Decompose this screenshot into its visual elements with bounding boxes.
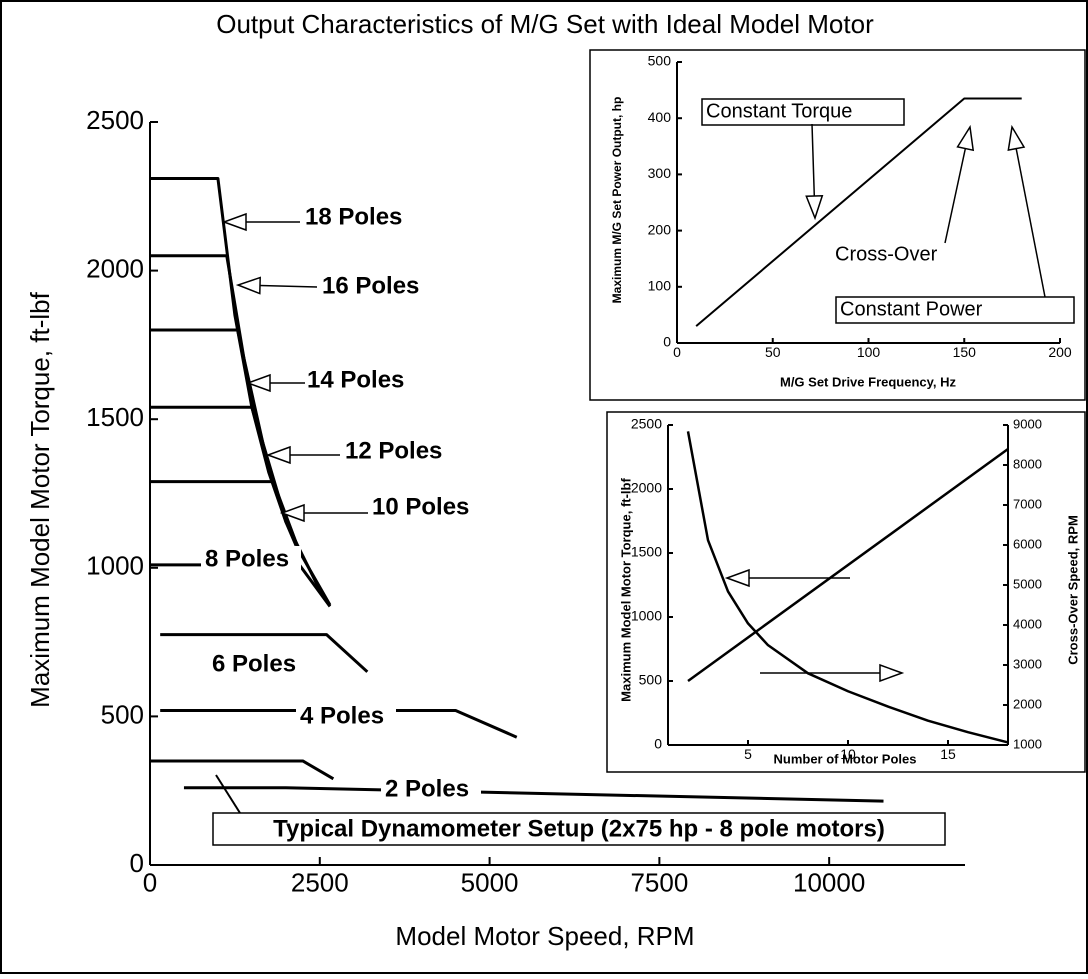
y-tick-label: 1000	[631, 608, 662, 624]
data-line	[695, 97, 1022, 327]
series-label: 18 Poles	[305, 203, 402, 230]
chart-title: Output Characteristics of M/G Set with I…	[216, 9, 874, 39]
annotation-box	[212, 812, 946, 846]
y-tick-label: 300	[648, 165, 672, 181]
annotation-arrow	[944, 148, 967, 244]
label-arrow-head	[265, 445, 291, 465]
annotation-arrow-head	[805, 194, 824, 221]
y2-tick-label: 3000	[1013, 656, 1042, 671]
label-bg	[208, 651, 308, 679]
x-tick-label: 0	[143, 867, 157, 897]
y-tick-label: 0	[663, 334, 671, 350]
y2-tick-label: 9000	[1013, 416, 1042, 431]
series-label: 12 Poles	[345, 437, 442, 464]
x-tick-label: 0	[673, 344, 681, 360]
x-tick-label: 50	[765, 344, 781, 360]
y-tick-label: 1000	[86, 551, 144, 581]
x-tick-label: 7500	[630, 867, 688, 897]
y2-tick-label: 8000	[1013, 456, 1042, 471]
data-line	[687, 447, 1009, 683]
series-label: 10 Poles	[372, 493, 469, 520]
y-tick-label: 0	[130, 848, 144, 878]
data-line	[150, 480, 332, 606]
x-tick-label: 15	[940, 746, 956, 762]
x-tick-label: 100	[857, 344, 881, 360]
x-tick-label: 5000	[461, 867, 519, 897]
x-tick-label: 10	[840, 746, 856, 762]
label-arrow-head	[221, 212, 247, 232]
x-tick-label: 5	[744, 746, 752, 762]
label-arrow-head	[245, 373, 271, 393]
annotation-arrow-head	[1007, 124, 1026, 152]
annotation-box	[835, 296, 1075, 324]
x-tick-label: 150	[953, 344, 977, 360]
x-axis-label: Number of Motor Poles	[773, 751, 916, 766]
annotation: Typical Dynamometer Setup (2x75 hp - 8 p…	[273, 815, 885, 842]
series-label: 4 Poles	[300, 702, 384, 729]
y-tick-label: 200	[648, 221, 672, 237]
series-label: 14 Poles	[307, 366, 404, 393]
y-axis-label: Maximum Model Motor Torque, ft-lbf	[25, 291, 55, 707]
y-tick-label: 2000	[86, 253, 144, 283]
y-tick-label: 1500	[631, 544, 662, 560]
y2-tick-label: 5000	[1013, 576, 1042, 591]
y-tick-label: 100	[648, 278, 672, 294]
series-label: 2 Poles	[385, 775, 469, 802]
annotation-arrow	[1015, 148, 1046, 298]
label-bg	[201, 546, 301, 574]
y2-tick-label: 2000	[1013, 696, 1042, 711]
x-tick-label: 200	[1048, 344, 1072, 360]
label-bg	[381, 776, 481, 804]
y-tick-label: 1500	[86, 402, 144, 432]
series-label: 8 Poles	[205, 545, 289, 572]
x-axis-label: M/G Set Drive Frequency, Hz	[780, 374, 957, 389]
y2-tick-label: 1000	[1013, 736, 1042, 751]
data-line	[183, 786, 884, 803]
y-tick-label: 500	[101, 699, 144, 729]
inset-panel	[606, 411, 1086, 773]
y-tick-label: 2500	[631, 416, 662, 432]
annotation-arrow	[215, 774, 241, 814]
y2-tick-label: 6000	[1013, 536, 1042, 551]
series-label: 16 Poles	[322, 272, 419, 299]
y-axis-label: Maximum M/G Set Power Output, hp	[610, 97, 624, 304]
x-tick-label: 10000	[793, 867, 865, 897]
y-tick-label: 2000	[631, 480, 662, 496]
axis-arrow-head	[879, 663, 905, 683]
series-label: 6 Poles	[212, 650, 296, 677]
y-tick-label: 500	[639, 672, 663, 688]
y-tick-label: 400	[648, 109, 672, 125]
annotation: Constant Torque	[706, 100, 852, 122]
data-line	[160, 633, 369, 673]
label-arrow-head	[279, 503, 305, 523]
label-bg	[296, 703, 396, 731]
label-arrow-head	[235, 276, 261, 295]
annotation-arrow	[811, 123, 816, 197]
y-axis-label: Maximum Model Motor Torque, ft-lbf	[618, 478, 633, 702]
x-tick-label: 2500	[291, 867, 349, 897]
annotation: Constant Power	[840, 298, 983, 320]
y-tick-label: 500	[648, 53, 672, 69]
annotation: Cross-Over	[835, 243, 938, 265]
data-line	[150, 759, 335, 781]
axis-arrow-head	[724, 568, 750, 588]
y2-axis-label: Cross-Over Speed, RPM	[1065, 515, 1080, 665]
label-arrow	[259, 284, 318, 288]
data-line	[160, 708, 518, 739]
annotation-box	[701, 98, 905, 126]
y2-tick-label: 7000	[1013, 496, 1042, 511]
y-tick-label: 2500	[86, 105, 144, 135]
y-tick-label: 0	[654, 736, 662, 752]
y2-tick-label: 4000	[1013, 616, 1042, 631]
x-axis-label: Model Motor Speed, RPM	[395, 921, 694, 951]
annotation-arrow-head	[956, 124, 975, 152]
